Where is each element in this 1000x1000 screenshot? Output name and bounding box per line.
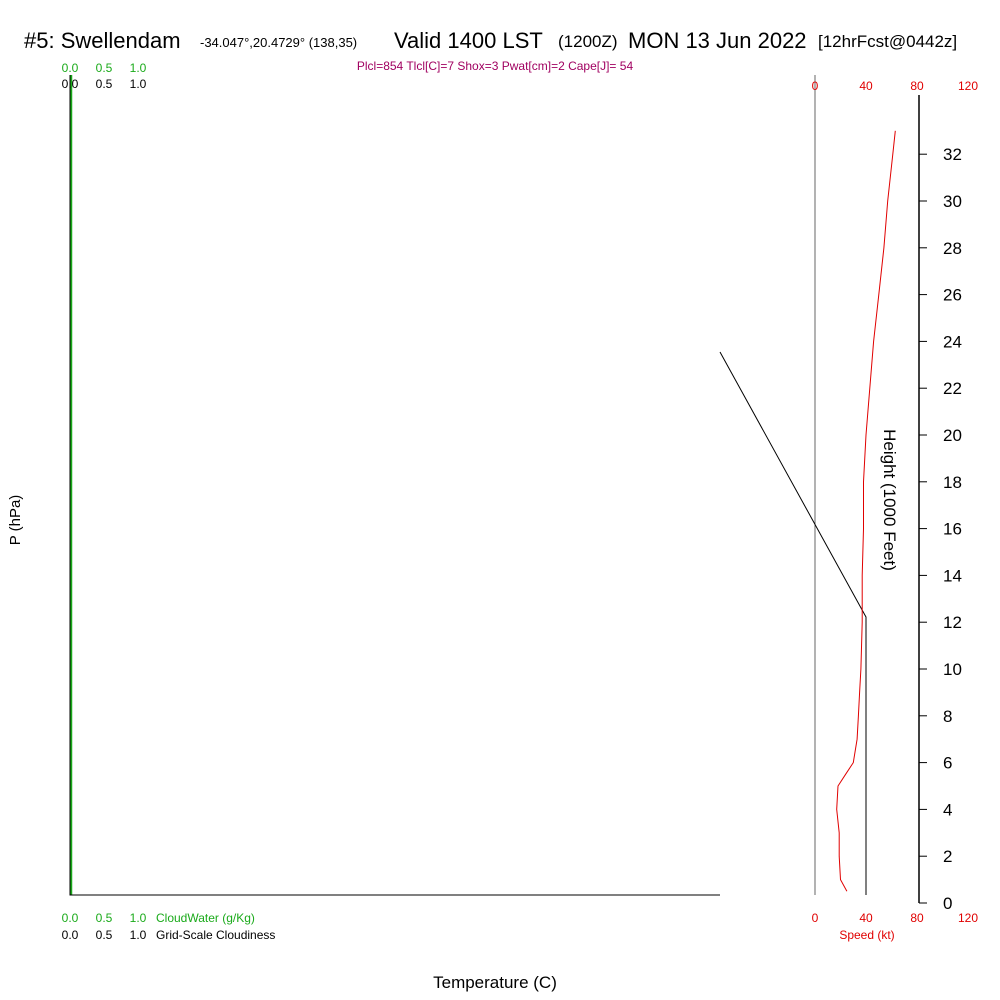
wind-speed-tick: 120 xyxy=(958,911,978,925)
height-tick-label: 4 xyxy=(943,800,952,819)
valid-time: Valid 1400 LST xyxy=(394,28,543,53)
height-tick-label: 14 xyxy=(943,566,962,585)
cloudiness-tick-top: 0.0 xyxy=(62,77,79,91)
height-tick-label: 24 xyxy=(943,332,962,351)
height-axis-label: Height (1000 Feet) xyxy=(880,429,899,571)
cloud-water-tick-top: 1.0 xyxy=(130,61,147,75)
axes: 3020100-10-20-30123581220-30-20-10010203… xyxy=(7,59,720,992)
height-tick-label: 26 xyxy=(943,286,962,305)
height-tick-label: 2 xyxy=(943,847,952,866)
forecast-run: [12hrFcst@0442z] xyxy=(818,32,958,51)
wind-speed-tick: 40 xyxy=(859,911,873,925)
cloud-water-tick: 1.0 xyxy=(130,911,147,925)
height-tick-label: 0 xyxy=(943,894,952,913)
plot-frame xyxy=(69,75,720,896)
cloudiness-label: Grid-Scale Cloudiness xyxy=(156,928,275,942)
wind-speed-tick-top: 0 xyxy=(812,79,819,93)
wind-speed-line xyxy=(836,130,896,892)
cloud-water-label: CloudWater (g/Kg) xyxy=(156,911,255,925)
height-tick-label: 28 xyxy=(943,239,962,258)
height-tick-label: 10 xyxy=(943,660,962,679)
wind-speed-tick-top: 120 xyxy=(958,79,978,93)
height-tick-label: 8 xyxy=(943,707,952,726)
cloud-water-tick-top: 0.5 xyxy=(96,61,113,75)
height-tick-label: 12 xyxy=(943,613,962,632)
wind-speed-tick: 80 xyxy=(910,911,924,925)
forecast-date: MON 13 Jun 2022 xyxy=(628,28,807,53)
cloudiness-tick-top: 1.0 xyxy=(130,77,147,91)
wind-speed-tick-top: 80 xyxy=(910,79,924,93)
x-axis-label: Temperature (C) xyxy=(433,973,557,992)
stability-stats: Plcl=854 Tlcl[C]=7 Shox=3 Pwat[cm]=2 Cap… xyxy=(357,59,634,73)
cloud-water-tick: 0.5 xyxy=(96,911,113,925)
height-tick-label: 20 xyxy=(943,426,962,445)
height-tick-label: 30 xyxy=(943,192,962,211)
cloudiness-tick: 0.5 xyxy=(96,928,113,942)
wind-panel-border xyxy=(719,351,867,895)
cloud-water-tick-top: 0.0 xyxy=(62,61,79,75)
station-title: #5: Swellendam xyxy=(24,28,181,53)
height-tick-label: 32 xyxy=(943,145,962,164)
wind-speed-tick: 0 xyxy=(812,911,819,925)
utc-time: (1200Z) xyxy=(558,32,618,51)
plot-area xyxy=(70,75,73,895)
cloud-water-tick: 0.0 xyxy=(62,911,79,925)
y-axis-label: P (hPa) xyxy=(7,495,24,546)
cloudiness-tick-top: 0.5 xyxy=(96,77,113,91)
wind-speed-label: Speed (kt) xyxy=(839,928,894,942)
height-tick-label: 22 xyxy=(943,379,962,398)
height-tick-label: 6 xyxy=(943,754,952,773)
wind-speed-tick-top: 40 xyxy=(859,79,873,93)
cloudiness-tick: 1.0 xyxy=(130,928,147,942)
height-tick-label: 18 xyxy=(943,473,962,492)
height-tick-label: 16 xyxy=(943,520,962,539)
cloudiness-tick: 0.0 xyxy=(62,928,79,942)
station-coords: -34.047°,20.4729° (138,35) xyxy=(200,35,358,50)
